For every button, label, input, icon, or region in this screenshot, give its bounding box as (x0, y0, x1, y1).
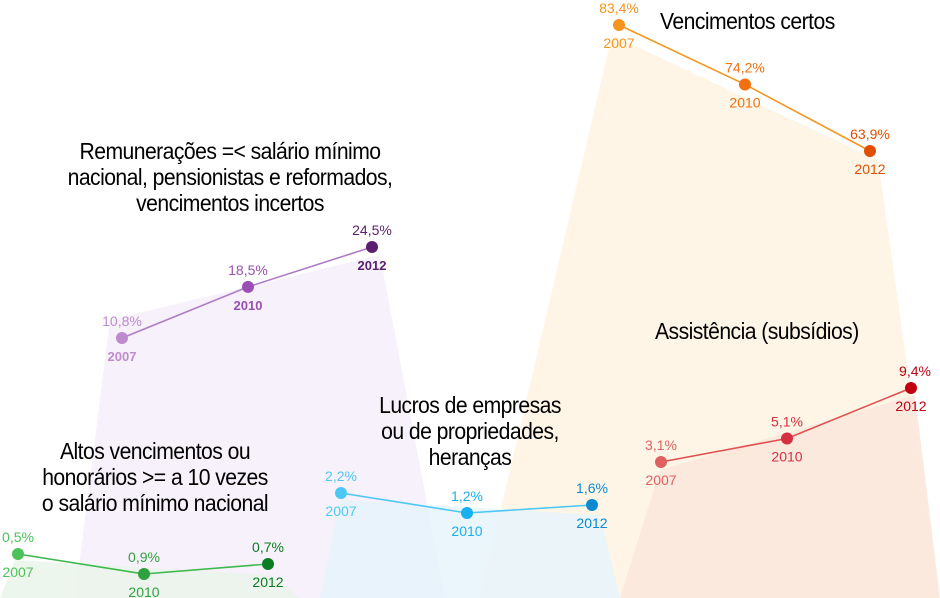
data-point (586, 499, 598, 511)
data-point (781, 432, 793, 445)
title-line: Remunerações =< salário mínimo (79, 138, 381, 164)
value-label: 0,7% (252, 539, 284, 555)
year-label: 2007 (645, 472, 676, 488)
title-vencimentos-certos: Vencimentos certos (660, 8, 927, 34)
year-label: 2007 (108, 349, 137, 364)
title-line: nacional, pensionistas e reformados, (67, 164, 393, 190)
year-label: 2012 (576, 515, 607, 531)
title-assistencia: Assistência (subsídios) (655, 318, 922, 344)
series-background (620, 395, 940, 598)
year-label: 2012 (358, 258, 387, 273)
value-label: 5,1% (771, 414, 803, 430)
title-line: Assistência (subsídios) (655, 318, 859, 344)
title-line: Vencimentos certos (660, 8, 835, 34)
title-lucros: Lucros de empresas ou de propriedades, h… (332, 392, 608, 470)
year-label: 2010 (234, 298, 263, 313)
year-label: 2012 (252, 574, 283, 590)
title-line: o salário mínimo nacional (41, 490, 269, 516)
year-label: 2007 (603, 35, 634, 51)
value-label: 0,5% (2, 529, 34, 545)
data-point (613, 19, 625, 31)
year-label: 2007 (325, 503, 356, 519)
value-label: 83,4% (599, 0, 639, 16)
data-point (366, 241, 378, 253)
data-point (116, 332, 128, 344)
data-point (12, 548, 24, 560)
data-point (138, 568, 150, 580)
title-line: honorários >= a 10 vezes (42, 464, 268, 490)
value-label: 2,2% (325, 468, 357, 484)
data-point (242, 280, 254, 293)
title-remuneracoes: Remunerações =< salário mínimo nacional,… (28, 138, 433, 216)
value-label: 24,5% (352, 222, 392, 238)
data-point (739, 78, 751, 91)
value-label: 18,5% (228, 262, 268, 278)
data-point (655, 456, 667, 468)
year-label: 2010 (729, 94, 760, 110)
title-line: Altos vencimentos ou (59, 438, 251, 464)
year-label: 2012 (854, 161, 885, 177)
value-label: 1,6% (576, 480, 608, 496)
data-point (905, 382, 917, 394)
year-label: 2010 (451, 523, 482, 539)
data-point (335, 487, 347, 499)
title-line: heranças (428, 444, 512, 470)
series-background (320, 500, 620, 598)
year-label: 2010 (771, 449, 802, 465)
value-label: 3,1% (645, 437, 677, 453)
value-label: 9,4% (899, 363, 931, 379)
value-label: 63,9% (850, 126, 890, 142)
title-altos-vencimentos: Altos vencimentos ou honorários >= a 10 … (12, 438, 297, 516)
value-label: 0,9% (128, 549, 160, 565)
series-background (0, 560, 300, 598)
value-label: 74,2% (725, 59, 765, 75)
data-point (864, 145, 876, 157)
data-point (461, 507, 473, 519)
year-label: 2007 (2, 564, 33, 580)
value-label: 1,2% (451, 488, 483, 504)
data-point (262, 558, 274, 570)
title-line: vencimentos incertos (136, 190, 324, 216)
value-label: 10,8% (102, 313, 142, 329)
year-label: 2010 (128, 584, 159, 598)
year-label: 2012 (895, 398, 926, 414)
title-line: Lucros de empresas (379, 392, 561, 418)
title-line: ou de propriedades, (381, 418, 559, 444)
